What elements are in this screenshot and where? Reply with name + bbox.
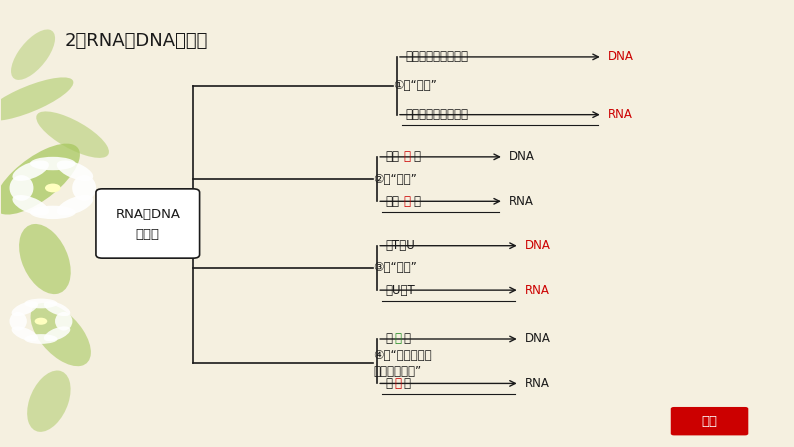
Circle shape	[35, 318, 48, 325]
Text: 色: 色	[404, 377, 410, 390]
Text: 链: 链	[413, 195, 420, 208]
Ellipse shape	[10, 312, 27, 331]
Text: ④据“甲基绿、呀: ④据“甲基绿、呀	[373, 349, 432, 362]
Text: DNA: DNA	[524, 239, 550, 252]
Ellipse shape	[25, 299, 58, 308]
Ellipse shape	[30, 206, 75, 219]
Ellipse shape	[31, 303, 91, 366]
Text: DNA: DNA	[607, 51, 634, 63]
Ellipse shape	[12, 301, 38, 316]
FancyBboxPatch shape	[671, 407, 748, 435]
Text: DNA: DNA	[524, 333, 550, 346]
Text: RNA: RNA	[607, 108, 632, 121]
Text: DNA: DNA	[509, 150, 534, 163]
Ellipse shape	[27, 371, 71, 432]
Text: ②据“链数”: ②据“链数”	[373, 173, 417, 186]
Ellipse shape	[55, 312, 72, 331]
Text: 链: 链	[413, 150, 420, 163]
Ellipse shape	[19, 224, 71, 294]
Ellipse shape	[10, 175, 33, 201]
Text: 罗红混合染色”: 罗红混合染色”	[373, 365, 422, 378]
Ellipse shape	[72, 175, 96, 201]
Text: RNA: RNA	[524, 284, 549, 297]
Text: 红: 红	[395, 377, 402, 390]
Ellipse shape	[13, 160, 49, 181]
Ellipse shape	[44, 326, 71, 341]
Text: 单: 单	[404, 195, 410, 208]
Text: 答案: 答案	[702, 415, 718, 428]
Ellipse shape	[56, 195, 93, 215]
Text: 有T无U: 有T无U	[385, 239, 415, 252]
Text: 色: 色	[404, 333, 410, 346]
Ellipse shape	[44, 301, 71, 316]
Text: 多为: 多为	[385, 150, 399, 163]
Ellipse shape	[56, 160, 93, 181]
Ellipse shape	[30, 157, 75, 170]
Text: 多为: 多为	[385, 195, 399, 208]
Ellipse shape	[12, 326, 38, 341]
Circle shape	[45, 184, 60, 192]
FancyBboxPatch shape	[96, 189, 199, 258]
Text: 的区别: 的区别	[136, 228, 160, 241]
Ellipse shape	[0, 77, 73, 121]
Ellipse shape	[13, 195, 49, 215]
Text: RNA: RNA	[524, 377, 549, 390]
Text: 为: 为	[385, 377, 392, 390]
Text: RNA: RNA	[509, 195, 534, 208]
Text: ③据“碱基”: ③据“碱基”	[373, 261, 417, 274]
Ellipse shape	[11, 30, 55, 80]
Text: 主要存在于细胞核中: 主要存在于细胞核中	[405, 51, 468, 63]
Text: 双: 双	[404, 150, 410, 163]
Text: 有U无T: 有U无T	[385, 284, 415, 297]
Ellipse shape	[25, 334, 58, 344]
Ellipse shape	[0, 143, 80, 215]
Text: 为: 为	[385, 333, 392, 346]
Ellipse shape	[37, 111, 109, 158]
Text: 绿: 绿	[395, 333, 402, 346]
Text: 2．RNA与DNA的比较: 2．RNA与DNA的比较	[64, 33, 208, 51]
Text: ①据“分布”: ①据“分布”	[393, 79, 437, 92]
Text: 主要存在于细胞质中: 主要存在于细胞质中	[405, 108, 468, 121]
Text: RNA与DNA: RNA与DNA	[115, 208, 180, 221]
